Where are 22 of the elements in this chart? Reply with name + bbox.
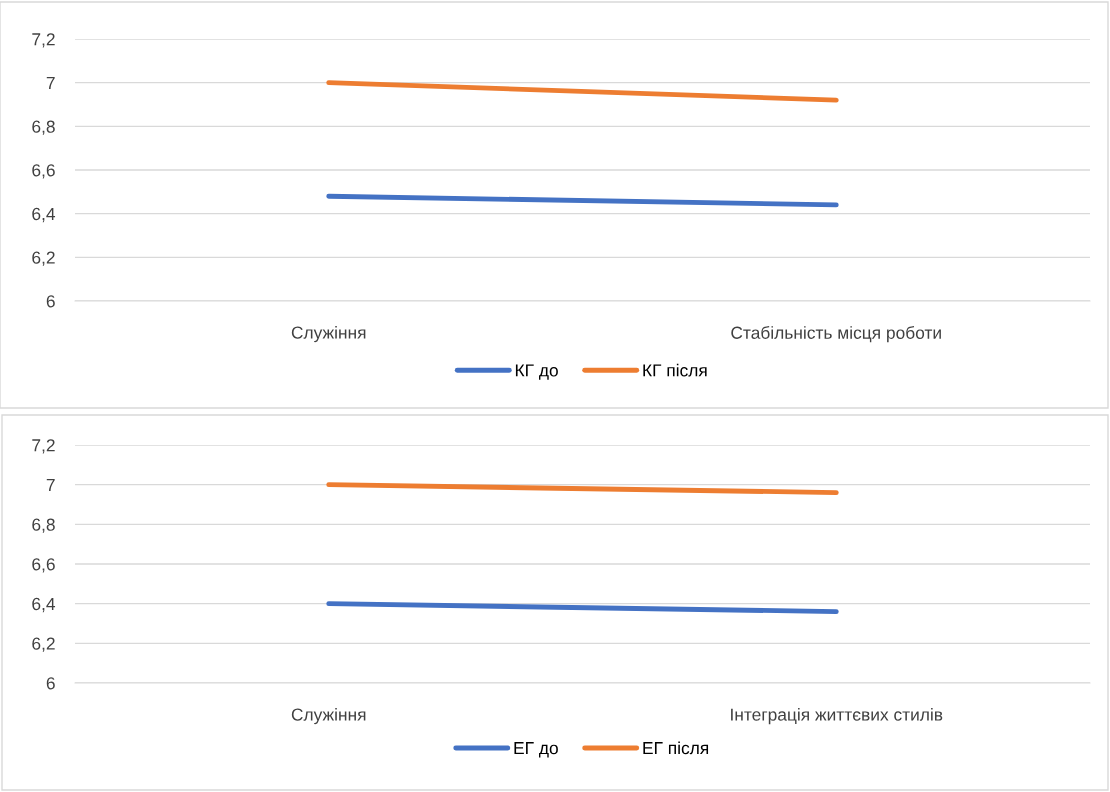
y-tick-label: 6 — [46, 677, 55, 690]
y-tick-label: 6,4 — [32, 597, 56, 613]
legend-label: ЕГ до — [514, 742, 558, 758]
x-tick-label: Служіння — [291, 708, 366, 725]
y-tick-label: 6 — [46, 295, 55, 308]
legend-label: КГ до — [515, 364, 558, 380]
y-tick-label: 6,4 — [32, 207, 56, 223]
y-tick-label: 7,2 — [32, 33, 55, 48]
y-tick-label: 6,2 — [32, 251, 55, 266]
legend-label: ЕГ після — [643, 741, 709, 755]
y-tick-label: 6,8 — [32, 120, 55, 135]
x-tick-label: Служіння — [291, 326, 366, 343]
y-tick-label: 6,6 — [32, 558, 55, 573]
y-tick-label: 7,2 — [32, 439, 55, 454]
y-tick-label: 7 — [46, 77, 55, 89]
legend-label: КГ після — [643, 363, 707, 377]
x-tick-label: Стабільність місця роботи — [731, 326, 941, 343]
y-tick-label: 6,6 — [32, 164, 55, 179]
y-tick-label: 6,8 — [32, 518, 55, 533]
x-tick-label: Інтеграція життєвих стилів — [731, 708, 943, 725]
y-tick-label: 6,2 — [32, 637, 55, 652]
y-tick-label: 7 — [46, 479, 55, 491]
